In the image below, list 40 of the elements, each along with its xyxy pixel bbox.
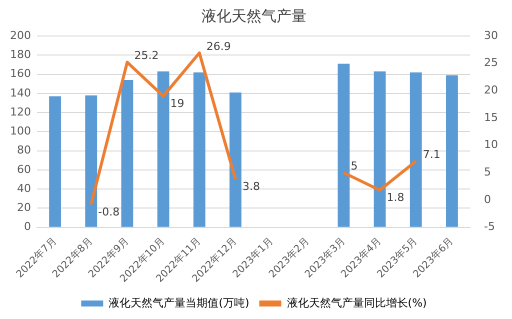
y2-tick-label: 15	[484, 110, 498, 124]
y2-tick-label: 25	[484, 56, 498, 70]
bar	[157, 71, 170, 227]
y-tick-label: 160	[10, 67, 31, 80]
y-tick-label: 40	[16, 182, 31, 195]
data-label: 19	[170, 97, 184, 110]
bar	[230, 92, 242, 227]
y-tick-label: 0	[24, 220, 31, 234]
bar	[374, 71, 386, 227]
data-label: 5	[350, 160, 358, 173]
data-label: 26.9	[206, 40, 231, 53]
chart-title: 液化天然气产量	[202, 6, 306, 25]
legend-label: 液化天然气产量当期值(万吨)	[108, 296, 250, 310]
y2-tick-label: -5	[484, 220, 495, 234]
data-label: -0.8	[98, 205, 120, 218]
y2-tick-label: 30	[484, 28, 498, 42]
bar	[446, 75, 458, 227]
y-tick-label: 60	[16, 162, 31, 176]
y2-tick-label: 20	[484, 84, 498, 97]
data-label: 7.1	[422, 148, 440, 162]
data-label: 1.8	[386, 191, 404, 204]
legend-label: 液化天然气产量同比增长(%)	[286, 296, 427, 310]
y-tick-label: 180	[10, 48, 31, 61]
data-label: 25.2	[134, 49, 159, 62]
bar	[338, 64, 350, 227]
bar	[410, 72, 422, 227]
bar	[193, 72, 206, 227]
y-tick-label: 120	[10, 105, 31, 118]
y-tick-label: 200	[10, 28, 31, 42]
data-label: 3.8	[242, 180, 260, 194]
y-tick-label: 100	[10, 124, 31, 138]
y-tick-label: 140	[10, 86, 31, 100]
y-tick-label: 20	[16, 201, 31, 214]
y2-tick-label: 0	[484, 192, 492, 206]
y-tick-label: 80	[16, 144, 31, 157]
y2-tick-label: 5	[484, 166, 492, 179]
bar	[49, 96, 61, 227]
bar	[121, 80, 134, 227]
y2-tick-label: 10	[484, 138, 498, 152]
bar	[85, 95, 98, 227]
